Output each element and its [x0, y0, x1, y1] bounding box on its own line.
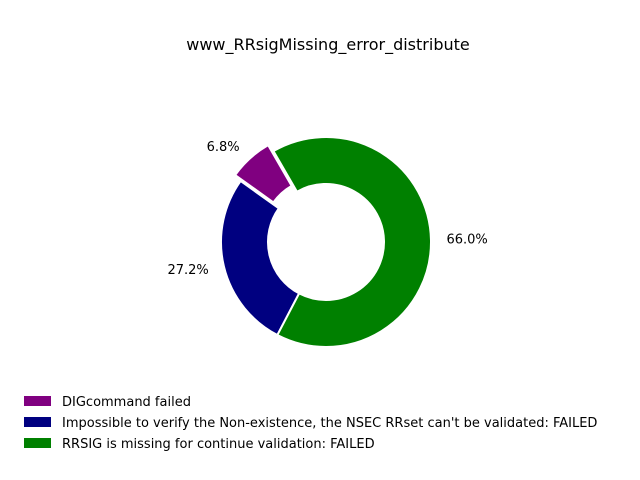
chart-title: www_RRsigMissing_error_distribute: [186, 35, 469, 55]
donut-slices: [220, 136, 432, 348]
donut-slice-2: [220, 179, 301, 337]
percent-label-1: 6.8%: [207, 140, 240, 155]
percent-label-2: 27.2%: [167, 263, 208, 278]
legend-label-3: RRSIG is missing for continue validation…: [62, 437, 375, 452]
legend-label-2: Impossible to verify the Non-existence, …: [62, 416, 597, 431]
donut-slice-3: [272, 136, 432, 348]
legend-swatch-1: [24, 396, 51, 406]
legend-swatch-3: [24, 438, 51, 448]
percent-labels: 6.8% 27.2% 66.0%: [167, 140, 487, 278]
legend-label-1: DIGcommand failed: [62, 395, 191, 410]
legend: DIGcommand failed Impossible to verify th…: [24, 395, 597, 452]
donut-slice-1: [233, 143, 293, 204]
percent-label-3: 66.0%: [446, 232, 487, 247]
legend-swatch-2: [24, 417, 51, 427]
